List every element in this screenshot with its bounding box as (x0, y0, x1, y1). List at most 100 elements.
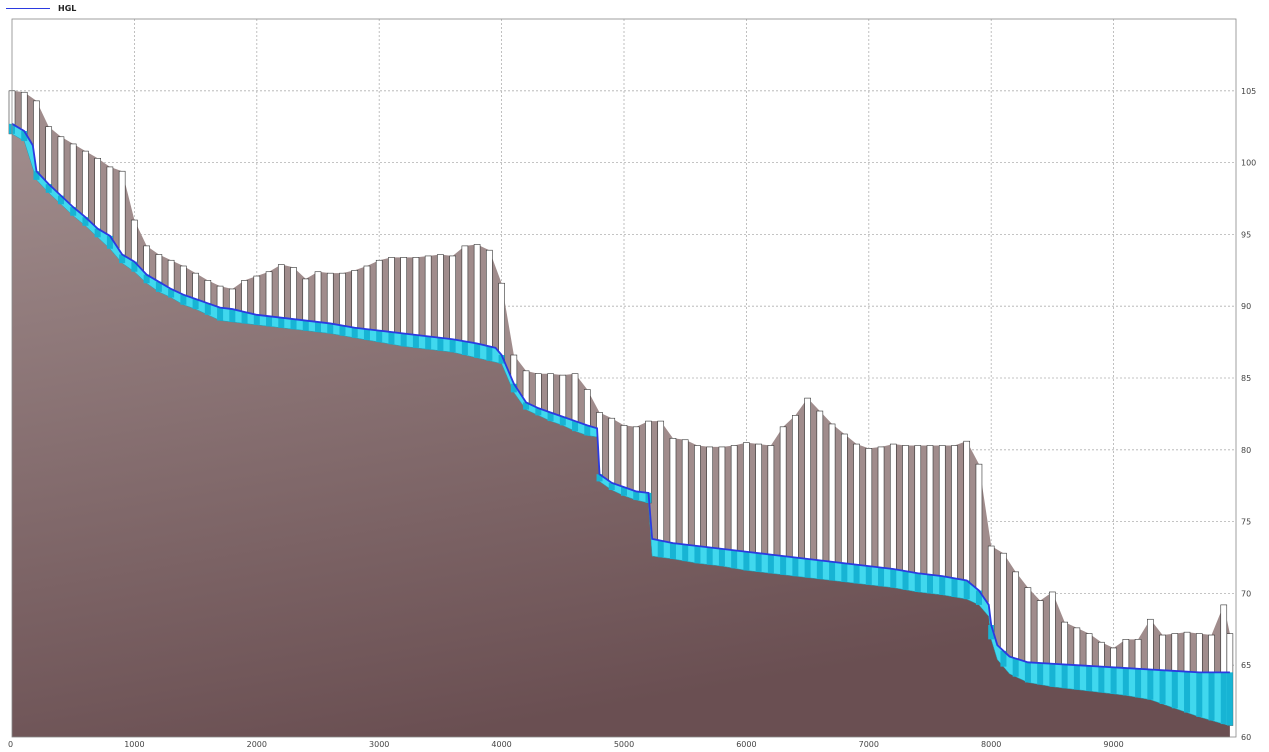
hgl-line (11, 123, 1230, 674)
water-shaft (1012, 658, 1019, 677)
water-shaft (437, 337, 444, 351)
water-shaft (890, 568, 897, 588)
water-shaft (927, 574, 933, 594)
water-shaft (633, 491, 640, 501)
water-shaft (388, 332, 395, 345)
manhole (779, 426, 787, 576)
water-shaft (731, 550, 738, 569)
x-tick-label: 7000 (859, 740, 879, 749)
manhole (938, 445, 946, 596)
water-shaft (278, 317, 285, 328)
water-shaft (253, 314, 260, 325)
x-tick-label: 2000 (247, 740, 267, 749)
manhole (94, 157, 101, 238)
water-shaft (767, 554, 774, 574)
legend-hgl-swatch (6, 7, 50, 9)
water-shaft (841, 563, 848, 582)
water-shaft (1110, 667, 1117, 694)
water-shaft (743, 551, 750, 571)
water-shaft (523, 402, 530, 410)
manhole (841, 433, 848, 583)
water-shaft (878, 567, 885, 587)
x-tick-label: 8000 (981, 740, 1001, 749)
y-tick-label: 95 (1241, 230, 1251, 239)
legend-hgl-label: HGL (58, 3, 77, 13)
y-tick-label: 100 (1241, 159, 1256, 168)
manhole (620, 425, 628, 497)
water-shaft (327, 323, 334, 334)
water-shaft (82, 217, 89, 226)
water-shaft (682, 544, 689, 562)
ground-area (12, 133, 1230, 737)
water-shaft (1147, 669, 1154, 700)
water-shaft (865, 566, 872, 585)
manhole (657, 420, 665, 558)
plot-frame (11, 18, 1237, 738)
ground-layer (12, 133, 1230, 737)
manhole (632, 426, 640, 501)
legend: HGL (6, 1, 76, 15)
manhole (449, 255, 456, 353)
manhole (486, 249, 493, 362)
water-shaft (559, 416, 566, 426)
manhole (889, 443, 897, 588)
water-shaft (510, 383, 517, 393)
water-shaft (535, 408, 542, 416)
manhole (461, 245, 469, 356)
water-shaft (57, 195, 64, 205)
water-shaft (290, 319, 297, 330)
water-shaft (1049, 663, 1056, 687)
water-shaft (351, 327, 358, 338)
water-shaft (412, 334, 419, 348)
water-shaft (474, 343, 481, 358)
water-shaft (694, 546, 701, 564)
water-shaft (718, 548, 725, 567)
water-shaft (1184, 671, 1191, 713)
x-tick-label: 3000 (369, 740, 389, 749)
water-shaft (33, 171, 40, 180)
water-shaft (1220, 672, 1227, 725)
y-tick-label: 85 (1241, 374, 1251, 383)
water-shaft (131, 261, 138, 272)
pipe-band (12, 90, 1230, 726)
manhole (669, 438, 677, 560)
x-tick-label: 5000 (614, 740, 634, 749)
x-tick-label: 0 (8, 740, 13, 749)
y-tick-label: 70 (1241, 589, 1251, 598)
water-shaft (547, 412, 554, 422)
water-shaft (106, 235, 113, 249)
water-shaft (853, 564, 860, 584)
manhole (804, 397, 811, 578)
y-axis-ticks: 60 65 70 75 80 85 90 95 100 105 (1241, 87, 1256, 742)
y-tick-label: 90 (1241, 302, 1251, 311)
manhole-layer (8, 90, 1234, 726)
water-shaft (192, 299, 199, 310)
y-tick-label: 65 (1241, 661, 1251, 670)
water-shaft (669, 543, 676, 559)
manhole (877, 446, 885, 587)
water-shaft (266, 316, 273, 327)
manhole (473, 244, 481, 359)
water-shaft (1086, 665, 1093, 692)
water-shaft (1171, 670, 1178, 709)
water-shaft (45, 184, 52, 193)
water-shaft (241, 311, 248, 324)
y-tick-label: 60 (1241, 733, 1251, 742)
water-shaft (204, 303, 211, 315)
manhole (963, 440, 971, 600)
water-shaft (1037, 663, 1044, 685)
manhole (437, 254, 444, 352)
plot-border (11, 18, 1237, 738)
water-shaft (1073, 665, 1080, 690)
manhole (975, 463, 983, 606)
water-shaft (498, 355, 505, 364)
water-shaft (755, 553, 762, 572)
water-shaft (119, 254, 126, 264)
water-shaft (229, 309, 236, 322)
water-shaft (951, 578, 958, 597)
water-shaft (1098, 666, 1105, 693)
water-shaft (829, 561, 836, 581)
x-tick-label: 6000 (736, 740, 756, 749)
water-shaft (1122, 668, 1129, 696)
